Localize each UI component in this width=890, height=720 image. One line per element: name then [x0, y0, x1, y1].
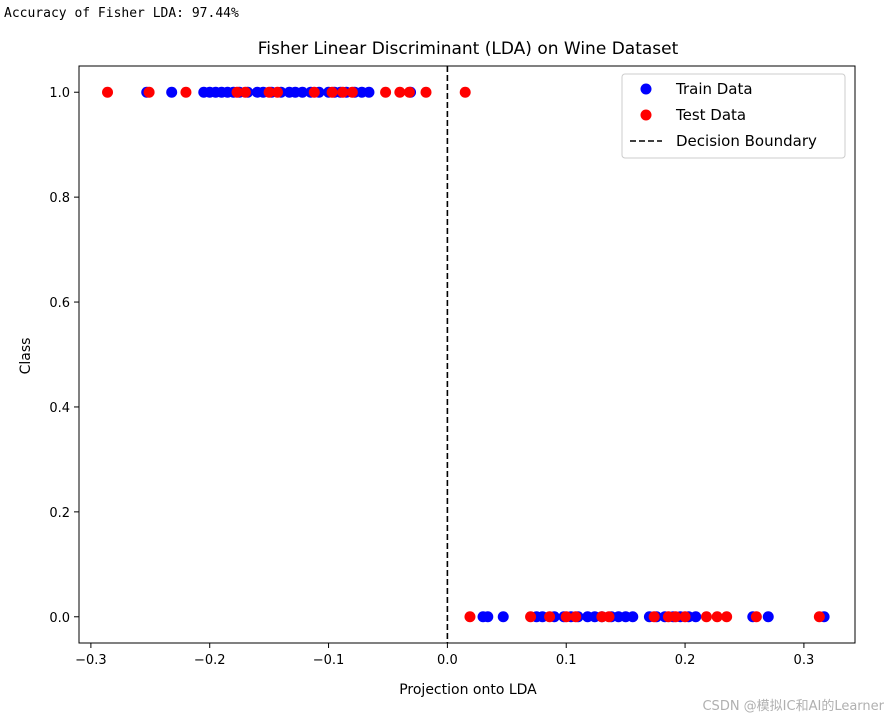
legend: Train Data Test Data Decision Boundary [621, 73, 846, 159]
data-point [570, 611, 582, 623]
y-tick-label: 0.0 [49, 611, 70, 626]
data-point [525, 611, 537, 623]
data-point [544, 611, 556, 623]
y-tick-label: 1.0 [49, 86, 70, 101]
data-point [482, 611, 494, 623]
x-tick-label: −0.3 [75, 653, 107, 668]
y-tick-label: 0.6 [49, 296, 70, 311]
data-point [560, 611, 572, 623]
data-point [337, 86, 349, 98]
data-point [271, 86, 283, 98]
legend-marker [640, 83, 652, 95]
legend-label: Test Data [675, 106, 746, 124]
accuracy-output-text: Accuracy of Fisher LDA: 97.44% [4, 6, 239, 21]
data-point [497, 611, 509, 623]
data-point [459, 86, 471, 98]
y-axis-label: Class [18, 338, 34, 375]
data-point [326, 86, 338, 98]
data-point [721, 611, 733, 623]
data-point [679, 611, 691, 623]
legend-label: Decision Boundary [676, 132, 817, 150]
legend-label: Train Data [675, 80, 753, 98]
data-point [180, 86, 192, 98]
data-point [143, 86, 155, 98]
data-point [166, 86, 178, 98]
x-tick-label: 0.3 [794, 653, 815, 668]
data-point [296, 86, 308, 98]
series-train-data [141, 86, 830, 623]
x-axis-label: Projection onto LDA [399, 682, 537, 698]
data-point [750, 611, 762, 623]
x-tick-label: −0.1 [313, 653, 345, 668]
data-point [603, 611, 615, 623]
legend-marker [640, 109, 652, 121]
x-tick-label: −0.2 [194, 653, 226, 668]
legend-box [621, 73, 846, 159]
y-axis-ticks: 0.0 0.2 0.4 0.6 0.8 1.0 [49, 86, 79, 626]
data-point [363, 86, 375, 98]
y-tick-label: 0.4 [49, 401, 70, 416]
y-tick-label: 0.8 [49, 191, 70, 206]
x-tick-label: 0.0 [437, 653, 458, 668]
data-point [380, 86, 392, 98]
data-point [700, 611, 712, 623]
data-point [102, 86, 114, 98]
data-point [648, 611, 660, 623]
data-point [627, 611, 639, 623]
data-point [308, 86, 320, 98]
y-tick-label: 0.2 [49, 506, 70, 521]
x-tick-label: 0.2 [675, 653, 696, 668]
data-point [263, 86, 275, 98]
x-tick-label: 0.1 [556, 653, 577, 668]
x-axis-ticks: −0.3 −0.2 −0.1 0.0 0.1 0.2 0.3 [75, 643, 814, 668]
plot-frame [78, 65, 856, 644]
plot-area [78, 65, 856, 644]
data-point [670, 611, 682, 623]
chart-title: Fisher Linear Discriminant (LDA) on Wine… [258, 39, 679, 59]
watermark-text: CSDN @模拟IC和AI的Learner [702, 699, 884, 714]
data-point [403, 86, 415, 98]
series-test-data [102, 86, 825, 623]
data-point [231, 86, 243, 98]
data-point [762, 611, 774, 623]
data-point [690, 611, 702, 623]
data-point [420, 86, 432, 98]
data-point [813, 611, 825, 623]
data-point [464, 611, 476, 623]
data-point [346, 86, 358, 98]
data-point [394, 86, 406, 98]
data-point [711, 611, 723, 623]
data-point [239, 86, 251, 98]
